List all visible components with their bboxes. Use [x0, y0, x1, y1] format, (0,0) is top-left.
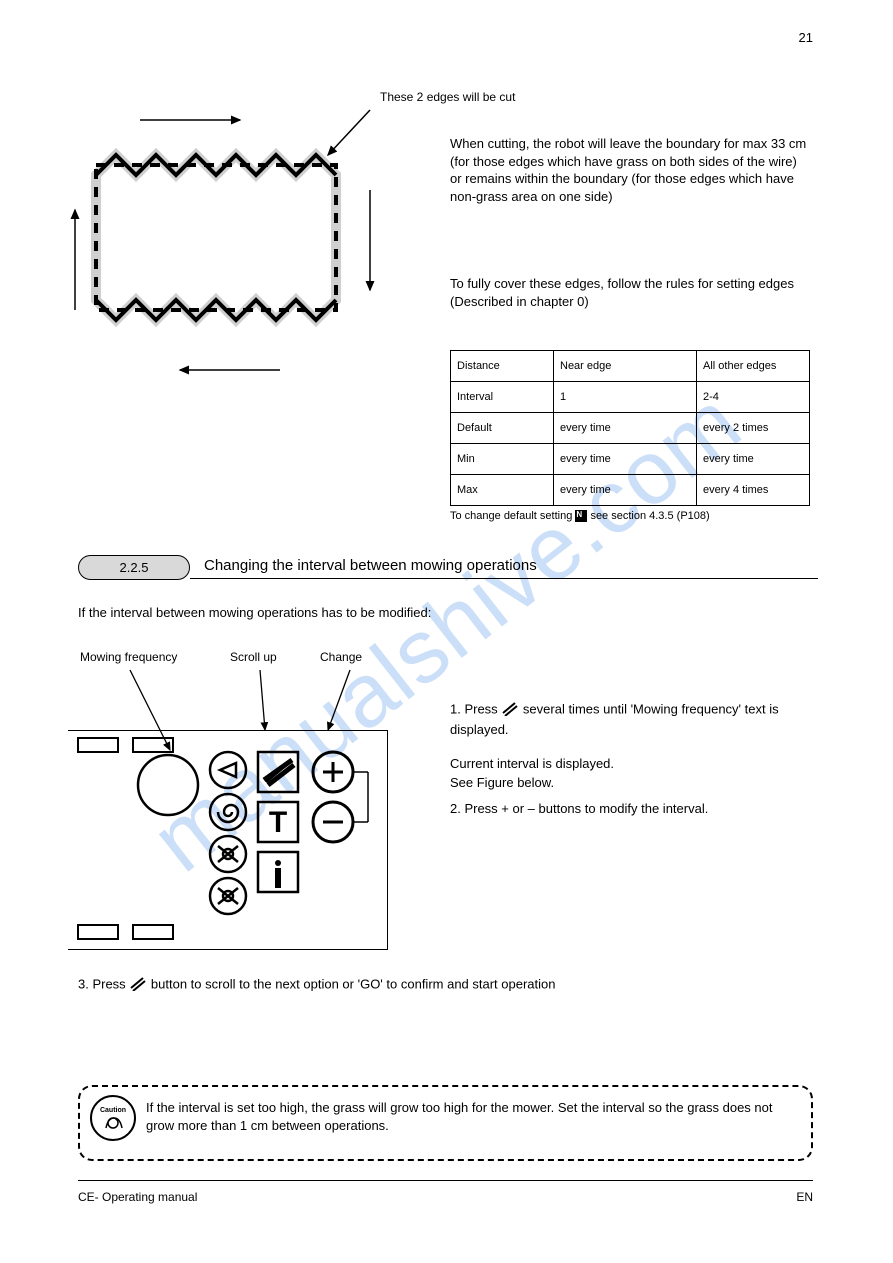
- section-title: Changing the interval between mowing ope…: [190, 557, 818, 579]
- cell: Default: [451, 413, 554, 444]
- cell: Distance: [451, 351, 554, 382]
- page-root: 21 manualshive.com The: [0, 0, 893, 1263]
- cell: Near edge: [554, 351, 697, 382]
- step3a: 2. Press + or – buttons to modify the in…: [450, 800, 810, 818]
- section1-body1: When cutting, the robot will leave the b…: [450, 135, 810, 205]
- caution-icon: Caution: [90, 1095, 136, 1141]
- cell: every time: [697, 444, 810, 475]
- table-row: Min every time every time: [451, 444, 810, 475]
- footer-right: EN: [796, 1190, 813, 1204]
- cell: every time: [554, 475, 697, 506]
- step3b-pre: 3. Press: [78, 977, 129, 992]
- svg-text:T: T: [269, 806, 287, 839]
- cell: All other edges: [697, 351, 810, 382]
- cell: 1: [554, 382, 697, 413]
- caution-text: If the interval is set too high, the gra…: [146, 1095, 801, 1134]
- diagram-arrows: [60, 100, 400, 400]
- scroll-icon: [501, 700, 519, 721]
- table-note-prefix: To change default setting: [450, 510, 572, 522]
- table-note-ref: see section 4.3.5 (P108): [590, 510, 709, 522]
- cell: every time: [554, 413, 697, 444]
- table-row: Interval 1 2-4: [451, 382, 810, 413]
- cell: Max: [451, 475, 554, 506]
- table-row: Default every time every 2 times: [451, 413, 810, 444]
- cell: Interval: [451, 382, 554, 413]
- scroll-icon-2: [129, 975, 147, 996]
- footer-left: CE- Operating manual: [78, 1190, 197, 1204]
- keypad-panel: T: [68, 730, 388, 955]
- step1-text: 1. Press: [450, 702, 501, 717]
- section-number-pill: 2.2.5: [78, 555, 190, 580]
- cell: every 2 times: [697, 413, 810, 444]
- table-row: Distance Near edge All other edges: [451, 351, 810, 382]
- section1-body2: To fully cover these edges, follow the r…: [450, 275, 810, 310]
- caution-block: Caution If the interval is set too high,…: [78, 1085, 813, 1161]
- cell: every time: [554, 444, 697, 475]
- footer-rule: [78, 1180, 813, 1181]
- page-number: 21: [799, 30, 813, 45]
- section2-intro: If the interval between mowing operation…: [78, 605, 808, 620]
- step2: See Figure below.: [450, 775, 810, 790]
- distance-table: Distance Near edge All other edges Inter…: [450, 350, 810, 522]
- step3b: 3. Press button to scroll to the next op…: [78, 975, 808, 996]
- cell: 2-4: [697, 382, 810, 413]
- section-header: 2.2.5 Changing the interval between mowi…: [78, 555, 818, 580]
- cell: Min: [451, 444, 554, 475]
- table-note: To change default setting N see section …: [450, 510, 810, 522]
- diagram-label: These 2 edges will be cut: [380, 90, 560, 104]
- step3b-after: button to scroll to the next option or '…: [151, 977, 556, 992]
- step1: 1. Press several times until 'Mowing fre…: [450, 700, 810, 738]
- step2-prefix: Current interval is displayed.: [450, 755, 810, 773]
- table-row: Max every time every 4 times: [451, 475, 810, 506]
- cell: every 4 times: [697, 475, 810, 506]
- note-icon: N: [575, 510, 587, 522]
